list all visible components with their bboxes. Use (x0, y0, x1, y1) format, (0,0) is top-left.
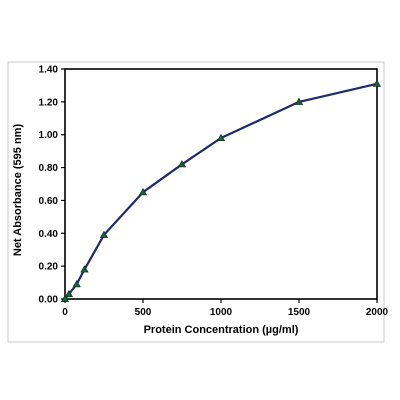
y-tick-label: 1.00 (39, 130, 59, 141)
x-tick-label: 1000 (210, 307, 233, 318)
data-point-marker (216, 133, 226, 141)
data-series (60, 79, 382, 303)
data-point-marker (99, 230, 109, 238)
data-point-marker (372, 79, 382, 87)
y-tick-label: 0.00 (39, 295, 59, 306)
y-tick-label: 1.20 (39, 97, 59, 108)
data-point-marker (72, 280, 81, 288)
data-point-marker (177, 160, 187, 168)
x-tick-label: 2000 (366, 307, 389, 318)
y-tick-label: 0.20 (39, 262, 59, 273)
y-axis-ticks: 0.00 0.20 0.40 0.60 0.80 1.00 1.20 1.40 (39, 65, 65, 306)
data-point-marker (80, 265, 89, 273)
x-axis-title: Protein Concentration (µg/ml) (144, 324, 299, 336)
data-point-marker (64, 289, 74, 298)
y-tick-label: 1.40 (39, 65, 59, 76)
y-tick-label: 0.40 (39, 229, 59, 240)
x-tick-label: 0 (62, 307, 68, 318)
series-line (63, 82, 379, 301)
y-tick-label: 0.60 (39, 196, 59, 207)
data-point-marker (138, 188, 148, 196)
y-tick-label: 0.80 (39, 163, 59, 174)
data-point-marker (60, 294, 70, 303)
x-tick-label: 1500 (288, 307, 311, 318)
x-tick-label: 500 (135, 307, 152, 318)
y-axis-title: Net Absorbance (595 nm) (12, 124, 24, 257)
data-point-marker (294, 97, 304, 105)
